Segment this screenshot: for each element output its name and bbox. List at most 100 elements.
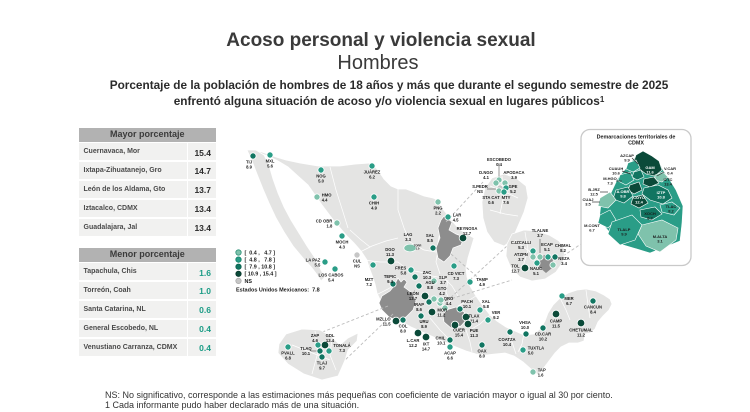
svg-text:3.3: 3.3 <box>405 237 411 242</box>
svg-text:ACAP: ACAP <box>444 351 456 356</box>
svg-text:10.1: 10.1 <box>463 304 472 309</box>
svg-text:D.NGO: D.NGO <box>479 170 493 175</box>
svg-text:XOCH: XOCH <box>644 211 656 216</box>
svg-text:APODACA: APODACA <box>503 170 524 175</box>
svg-text:9.9: 9.9 <box>624 157 630 162</box>
svg-text:MOCH: MOCH <box>336 240 349 245</box>
svg-text:COYO: COYO <box>633 195 645 200</box>
svg-text:TIJ: TIJ <box>246 160 253 165</box>
svg-text:IXT: IXT <box>423 341 430 346</box>
svg-text:COATZA: COATZA <box>498 337 515 342</box>
svg-text:13.4: 13.4 <box>326 338 335 343</box>
svg-text:7.3: 7.3 <box>607 180 613 185</box>
svg-text:MZT: MZT <box>365 277 374 282</box>
svg-text:5.1: 5.1 <box>533 271 539 276</box>
svg-text:11.6: 11.6 <box>646 169 654 174</box>
svg-text:ATZPN: ATZPN <box>514 252 528 257</box>
svg-text:10.1: 10.1 <box>302 351 311 356</box>
svg-text:CDMX: CDMX <box>628 141 644 147</box>
svg-text:1.0: 1.0 <box>416 247 420 251</box>
svg-text:CD VICT: CD VICT <box>448 271 465 276</box>
svg-text:8.0: 8.0 <box>400 329 406 334</box>
svg-text:M.ALTA: M.ALTA <box>653 234 668 239</box>
svg-text:MOR: MOR <box>437 307 447 312</box>
svg-text:8.8: 8.8 <box>427 285 433 290</box>
svg-text:9.2: 9.2 <box>493 315 499 320</box>
svg-text:CAMP: CAMP <box>550 318 563 323</box>
svg-text:CUL: CUL <box>353 259 362 264</box>
svg-text:8.9: 8.9 <box>246 165 252 170</box>
svg-text:11.2: 11.2 <box>577 332 586 337</box>
svg-text:GAM: GAM <box>645 165 655 170</box>
svg-text:CHETUMAL: CHETUMAL <box>569 327 593 332</box>
svg-text:3.7: 3.7 <box>537 233 543 238</box>
svg-text:C.IZCALLI: C.IZCALLI <box>511 240 531 245</box>
svg-text:7.3: 7.3 <box>339 348 345 353</box>
svg-text:8.2: 8.2 <box>647 215 653 220</box>
svg-text:CUAUH: CUAUH <box>609 166 624 171</box>
svg-text:REYNOSA: REYNOSA <box>457 226 478 231</box>
svg-text:[ 4.8 , 7.8 ]: [ 4.8 , 7.8 ] <box>245 258 276 264</box>
svg-text:12.7: 12.7 <box>511 268 520 273</box>
svg-text:IZTC: IZTC <box>664 177 673 182</box>
svg-text:MXL: MXL <box>266 159 275 164</box>
svg-text:4.2: 4.2 <box>439 291 445 296</box>
svg-text:4.4: 4.4 <box>322 197 328 202</box>
svg-text:4.6: 4.6 <box>312 338 318 343</box>
svg-text:10.2: 10.2 <box>539 337 548 342</box>
svg-text:10.4: 10.4 <box>503 342 512 347</box>
svg-text:DGO: DGO <box>385 247 395 252</box>
svg-text:TLAQ: TLAQ <box>300 346 312 351</box>
svg-text:8.5: 8.5 <box>427 238 433 243</box>
svg-text:LAG: LAG <box>404 232 413 237</box>
svg-text:5.3: 5.3 <box>518 245 524 250</box>
svg-text:4.1: 4.1 <box>483 175 489 180</box>
svg-text:4.5: 4.5 <box>453 217 459 222</box>
svg-text:3.7: 3.7 <box>440 280 446 285</box>
svg-text:5.4: 5.4 <box>328 278 334 283</box>
svg-text:JUÁREZ: JUÁREZ <box>364 170 381 175</box>
svg-text:0.4: 0.4 <box>667 170 673 175</box>
svg-text:AZCAP: AZCAP <box>620 153 634 158</box>
svg-text:6.7: 6.7 <box>566 301 572 306</box>
svg-text:10.6: 10.6 <box>612 170 621 175</box>
svg-text:LA PAZ: LA PAZ <box>306 257 321 262</box>
svg-text:TLAJ: TLAJ <box>317 361 328 366</box>
svg-text:HMO: HMO <box>322 192 333 197</box>
svg-text:9.7: 9.7 <box>319 366 325 371</box>
svg-text:CHIH: CHIH <box>369 201 379 206</box>
svg-text:LEÓN: LEÓN <box>407 291 419 296</box>
svg-text:PACH: PACH <box>461 299 473 304</box>
svg-text:NS: NS <box>245 279 253 285</box>
svg-text:GTO: GTO <box>438 286 448 291</box>
svg-text:0.4: 0.4 <box>496 162 502 167</box>
svg-text:A.OBR: A.OBR <box>617 189 630 194</box>
svg-text:PNG: PNG <box>433 206 442 211</box>
svg-text:8.2: 8.2 <box>560 248 566 253</box>
svg-text:[ 0.4 , 4.7 ]: [ 0.4 , 4.7 ] <box>245 250 276 256</box>
svg-text:VHSA: VHSA <box>519 320 531 325</box>
svg-text:8.9: 8.9 <box>421 324 427 329</box>
svg-text:3.1: 3.1 <box>657 238 663 243</box>
svg-text:S.PEDR: S.PEDR <box>472 184 488 189</box>
svg-text:11.2: 11.2 <box>437 312 446 317</box>
svg-text:AGU: AGU <box>425 280 434 285</box>
svg-text:10.3: 10.3 <box>423 275 432 280</box>
svg-text:CD OBR: CD OBR <box>316 218 333 223</box>
svg-text:13.7: 13.7 <box>409 296 418 301</box>
svg-text:M.CONT: M.CONT <box>584 223 600 228</box>
svg-text:NEZA: NEZA <box>558 256 569 261</box>
svg-text:COL: COL <box>399 324 408 329</box>
svg-text:NS: NS <box>477 189 483 194</box>
svg-text:QRO: QRO <box>444 296 454 301</box>
svg-text:TORR: TORR <box>414 243 422 247</box>
svg-text:4.3: 4.3 <box>339 245 345 250</box>
svg-text:ESCOBEDO: ESCOBEDO <box>487 157 512 162</box>
svg-text:MZLLO: MZLLO <box>376 316 391 321</box>
svg-text:ZAP: ZAP <box>311 333 320 338</box>
svg-text:11.5: 11.5 <box>383 321 392 326</box>
svg-text:[ 10.9 , 15.4 ]: [ 10.9 , 15.4 ] <box>245 272 277 278</box>
svg-text:6.2: 6.2 <box>369 175 375 180</box>
svg-text:3.7: 3.7 <box>518 257 524 262</box>
svg-text:V.CAR: V.CAR <box>664 166 676 171</box>
